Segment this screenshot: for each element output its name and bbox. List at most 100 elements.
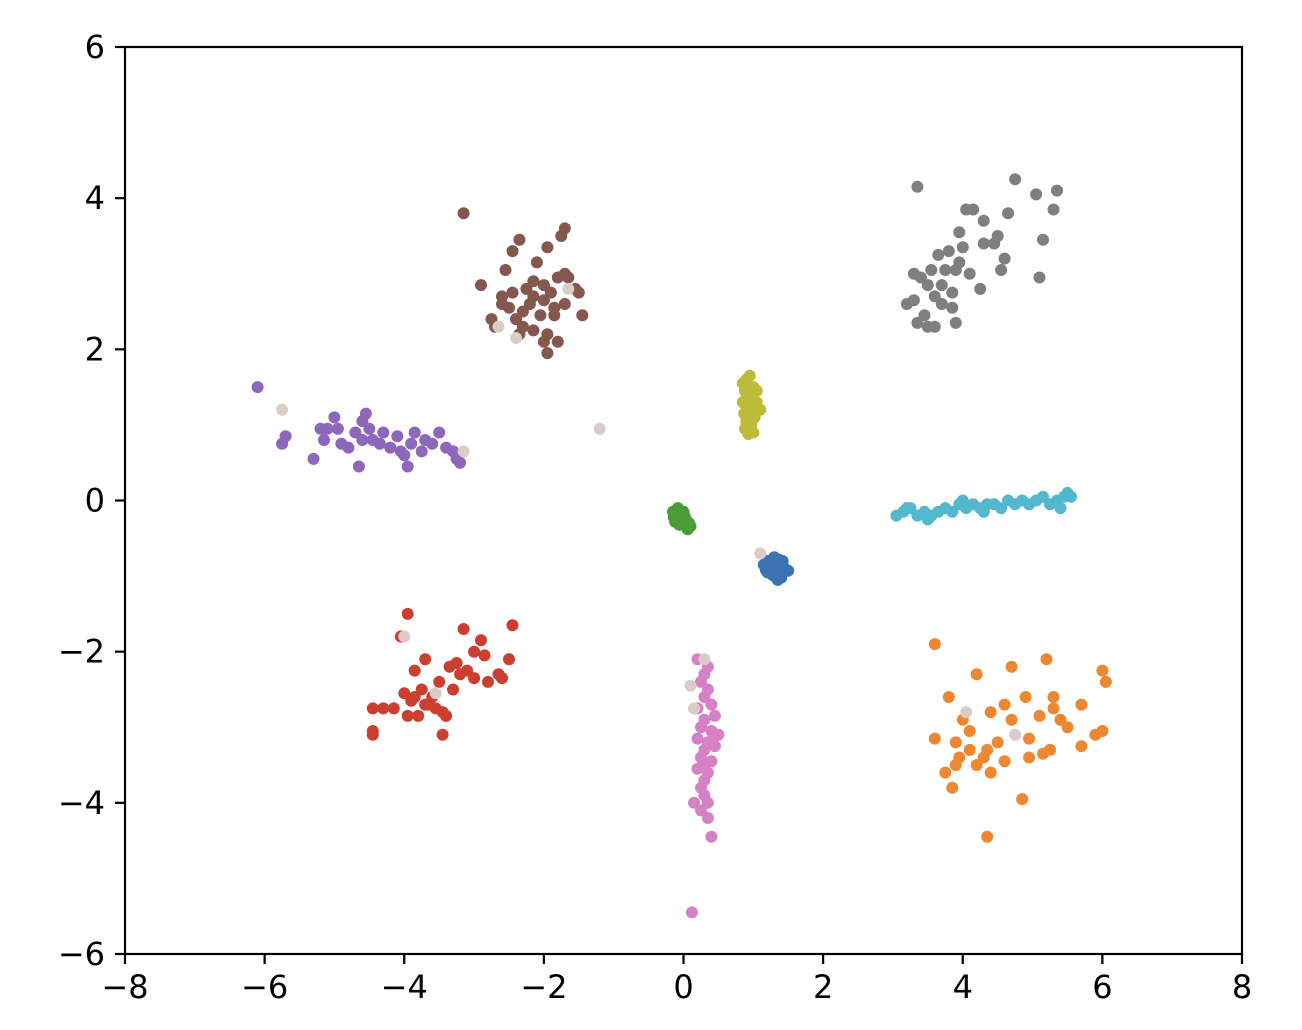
scatter-point-series-7-7 <box>1002 207 1015 220</box>
scatter-point-series-3-0 <box>401 607 414 620</box>
scatter-point-series-4-13 <box>359 407 372 420</box>
scatter-point-series-10-7 <box>698 653 711 666</box>
scatter-point-series-7-36 <box>921 320 934 333</box>
scatter-point-series-7-19 <box>949 264 962 276</box>
scatter-point-series-5-27 <box>548 309 561 322</box>
scatter-point-series-1-3 <box>1040 653 1053 666</box>
scatter-point-series-10-12 <box>562 282 575 295</box>
scatter-point-series-5-10 <box>527 275 540 288</box>
scatter-point-series-1-13 <box>1054 713 1067 726</box>
scatter-point-series-7-1 <box>1009 173 1022 186</box>
scatter-point-series-1-26 <box>1075 740 1088 753</box>
scatter-point-series-5-5 <box>506 245 519 258</box>
scatter-point-series-1-40 <box>1047 702 1060 715</box>
scatter-point-series-9-28 <box>921 513 934 526</box>
scatter-point-series-3-14 <box>482 675 494 688</box>
scatter-point-series-1-38 <box>984 766 997 779</box>
scatter-point-series-7-13 <box>1037 233 1049 246</box>
scatter-point-series-1-16 <box>949 736 962 749</box>
scatter-point-series-6-3 <box>695 675 707 688</box>
scatter-point-series-7-11 <box>988 237 1001 250</box>
x-tick-label: −6 <box>241 968 288 1006</box>
scatter-point-series-1-11 <box>1047 691 1060 703</box>
scatter-point-series-3-37 <box>408 691 421 703</box>
scatter-point-series-3-29 <box>412 709 425 722</box>
scatter-point-series-1-12 <box>1033 709 1046 722</box>
scatter-point-series-8-16 <box>742 428 755 440</box>
scatter-point-series-7-28 <box>1033 271 1046 284</box>
scatter-point-series-7-8 <box>977 214 990 227</box>
data-points <box>251 173 1112 919</box>
scatter-point-series-3-35 <box>422 698 435 711</box>
scatter-point-series-5-38 <box>527 290 540 303</box>
scatter-point-series-1-6 <box>942 691 955 703</box>
scatter-point-series-5-4 <box>541 241 554 254</box>
scatter-point-series-3-17 <box>433 675 446 688</box>
scatter-point-series-1-25 <box>1096 725 1109 737</box>
scatter-point-series-1-36 <box>981 830 994 843</box>
scatter-point-series-4-27 <box>433 426 446 439</box>
scatter-point-series-5-7 <box>499 264 512 276</box>
scatter-point-series-6-26 <box>695 804 707 817</box>
scatter-point-series-10-8 <box>688 702 700 715</box>
scatter-point-series-4-26 <box>426 437 439 450</box>
scatter-point-series-0-19 <box>757 558 770 571</box>
scatter-point-series-8-17 <box>754 403 767 416</box>
y-tick-label: −2 <box>58 633 105 671</box>
scatter-point-series-3-7 <box>419 653 432 666</box>
y-tick-label: −6 <box>58 935 105 973</box>
scatter-point-series-7-40 <box>998 252 1011 265</box>
scatter-point-series-6-28 <box>705 830 718 843</box>
scatter-point-series-5-17 <box>572 286 585 299</box>
scatter-point-series-1-41 <box>953 751 966 764</box>
scatter-point-series-7-23 <box>995 264 1008 276</box>
scatter-point-series-7-33 <box>918 309 931 322</box>
scatter-point-series-6-29 <box>685 906 698 919</box>
y-axis: −6 −4 −2 0 2 4 6 <box>58 28 125 973</box>
scatter-point-series-3-10 <box>408 664 421 677</box>
scatter-point-series-5-20 <box>516 305 529 318</box>
scatter-point-series-2-13 <box>667 511 680 524</box>
scatter-point-series-4-2 <box>276 437 289 450</box>
y-tick-label: 4 <box>85 179 105 217</box>
x-axis: −8 −6 −4 −2 0 2 4 6 8 <box>101 954 1252 1006</box>
scatter-point-series-5-3 <box>513 233 526 246</box>
scatter-point-series-1-1 <box>970 668 983 681</box>
scatter-point-series-7-3 <box>1030 188 1043 201</box>
scatter-point-series-5-40 <box>544 286 557 299</box>
x-tick-label: 6 <box>1092 968 1112 1006</box>
x-tick-label: −4 <box>381 968 428 1006</box>
scatter-point-series-6-8 <box>708 709 721 722</box>
scatter-point-series-1-31 <box>998 755 1011 768</box>
scatter-point-series-1-37 <box>963 743 976 756</box>
scatter-point-series-6-27 <box>701 812 714 824</box>
scatter-point-series-5-28 <box>576 309 589 322</box>
scatter-point-series-6-6 <box>705 698 718 711</box>
scatter-point-series-1-0 <box>928 638 941 651</box>
scatter-point-series-7-38 <box>949 316 962 329</box>
y-tick-label: 0 <box>85 482 105 520</box>
scatter-point-series-10-1 <box>276 403 289 416</box>
scatter-point-series-4-3 <box>307 452 320 465</box>
scatter-point-series-10-2 <box>457 445 470 458</box>
scatter-point-series-3-2 <box>457 623 470 635</box>
scatter-point-series-3-16 <box>492 668 505 681</box>
scatter-point-series-7-27 <box>946 286 959 299</box>
scatter-point-series-4-5 <box>321 422 334 435</box>
scatter-point-series-5-37 <box>496 298 508 310</box>
x-tick-label: 4 <box>953 968 973 1006</box>
scatter-point-series-10-3 <box>492 320 505 333</box>
scatter-point-series-10-13 <box>429 687 442 700</box>
scatter-point-series-3-11 <box>443 660 456 673</box>
x-tick-label: 8 <box>1232 968 1252 1006</box>
scatter-point-series-9-15 <box>995 502 1008 515</box>
scatter-point-series-5-30 <box>527 324 540 337</box>
x-tick-label: −8 <box>101 968 148 1006</box>
scatter-point-series-4-23 <box>408 426 421 439</box>
scatter-point-series-6-5 <box>698 691 711 703</box>
scatter-point-series-3-36 <box>454 668 467 681</box>
scatter-point-series-4-24 <box>415 445 428 458</box>
scatter-point-series-4-0 <box>251 381 264 394</box>
scatter-point-series-1-30 <box>981 743 994 756</box>
scatter-point-series-4-11 <box>352 460 365 473</box>
